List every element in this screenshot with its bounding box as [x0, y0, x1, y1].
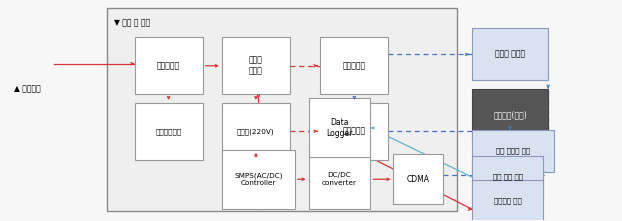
FancyBboxPatch shape	[309, 150, 371, 209]
Text: SMPS(AC/DC)
Controller: SMPS(AC/DC) Controller	[234, 172, 282, 186]
FancyBboxPatch shape	[472, 130, 554, 171]
Text: 적외선 카메라: 적외선 카메라	[495, 49, 525, 58]
FancyBboxPatch shape	[320, 37, 388, 94]
Text: 대기 온습도 센서: 대기 온습도 센서	[496, 148, 531, 154]
FancyBboxPatch shape	[472, 89, 548, 141]
Text: CDMA: CDMA	[407, 175, 430, 184]
Text: DC/DC
converter: DC/DC converter	[322, 172, 357, 186]
Text: 멀티탭(220V): 멀티탭(220V)	[237, 128, 275, 135]
FancyBboxPatch shape	[472, 28, 548, 80]
Text: 강수감지 센서: 강수감지 센서	[494, 198, 521, 204]
FancyBboxPatch shape	[134, 103, 203, 160]
Text: 인터넷모뎀: 인터넷모뎀	[343, 127, 366, 136]
FancyBboxPatch shape	[393, 154, 443, 204]
FancyBboxPatch shape	[106, 8, 457, 211]
Text: ▲ 상시전원: ▲ 상시전원	[14, 84, 40, 93]
FancyBboxPatch shape	[472, 156, 543, 198]
FancyBboxPatch shape	[134, 37, 203, 94]
Text: 분시서버(저장): 분시서버(저장)	[493, 110, 527, 119]
FancyBboxPatch shape	[320, 103, 388, 160]
Text: 노이즈
차폐기: 노이즈 차폐기	[249, 56, 263, 76]
Text: ▼ 함체 내 구성: ▼ 함체 내 구성	[114, 19, 150, 28]
Text: 노면 온도 센서: 노면 온도 센서	[493, 174, 522, 180]
FancyBboxPatch shape	[309, 99, 371, 157]
Text: 비디오서버: 비디오서버	[343, 61, 366, 70]
Text: 써지프로텍터: 써지프로텍터	[156, 128, 182, 135]
FancyBboxPatch shape	[472, 180, 543, 221]
Text: 누전차단기: 누전차단기	[157, 61, 180, 70]
FancyBboxPatch shape	[222, 103, 290, 160]
FancyBboxPatch shape	[222, 37, 290, 94]
Text: Data
Logger: Data Logger	[327, 118, 353, 138]
FancyBboxPatch shape	[222, 150, 295, 209]
